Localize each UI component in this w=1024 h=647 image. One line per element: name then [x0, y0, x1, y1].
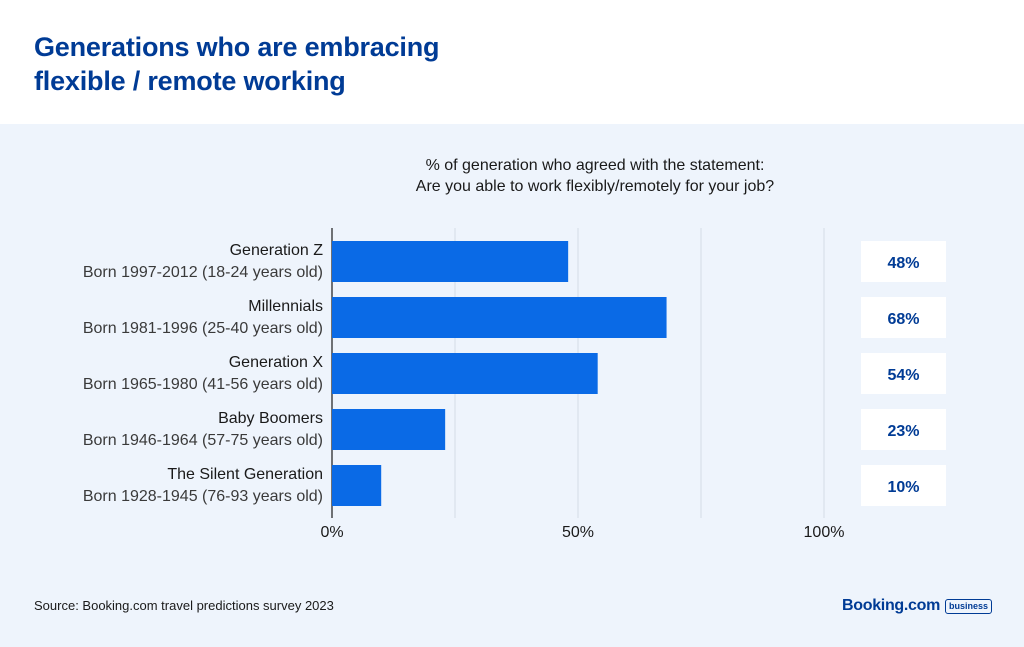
bar-1	[332, 297, 667, 338]
source-note: Source: Booking.com travel predictions s…	[34, 598, 334, 613]
category-name-2: Generation X	[229, 354, 324, 371]
value-box-2	[861, 353, 946, 394]
value-box-1	[861, 297, 946, 338]
value-box-4	[861, 465, 946, 506]
category-detail-3: Born 1946-1964 (57-75 years old)	[83, 432, 323, 449]
category-name-3: Baby Boomers	[218, 410, 323, 427]
title-line-1: Generations who are embracing	[34, 32, 440, 62]
bar-3	[332, 409, 446, 450]
value-label-1: 68%	[887, 311, 919, 328]
subtitle-line-1: % of generation who agreed with the stat…	[425, 157, 765, 174]
bar-0	[332, 241, 569, 282]
x-tick-label-100: 100%	[804, 524, 845, 541]
category-name-1: Millennials	[248, 298, 323, 315]
chart-subtitle: % of generation who agreed with the stat…	[300, 155, 890, 197]
category-detail-1: Born 1981-1996 (25-40 years old)	[83, 320, 323, 337]
value-box-3	[861, 409, 946, 450]
header: Generations who are embracing flexible /…	[0, 0, 1024, 124]
value-label-2: 54%	[887, 367, 919, 384]
brand-badge: business	[945, 598, 993, 614]
value-box-0	[861, 241, 946, 282]
booking-business-logo: Booking.com business	[842, 597, 993, 615]
value-label-0: 48%	[887, 255, 919, 272]
category-detail-2: Born 1965-1980 (41-56 years old)	[83, 376, 323, 393]
title-line-2: flexible / remote working	[34, 66, 346, 96]
chart-title: Generations who are embracing flexible /…	[34, 30, 554, 98]
x-tick-label-0: 0%	[320, 524, 343, 541]
value-label-4: 10%	[887, 479, 919, 496]
category-detail-4: Born 1928-1945 (76-93 years old)	[83, 488, 323, 505]
x-tick-label-50: 50%	[562, 524, 594, 541]
bar-2	[332, 353, 598, 394]
value-label-3: 23%	[887, 423, 919, 440]
category-detail-0: Born 1997-2012 (18-24 years old)	[83, 264, 323, 281]
category-name-4: The Silent Generation	[167, 466, 323, 483]
bar-4	[332, 465, 382, 506]
brand-name: Booking.com	[842, 597, 941, 614]
category-name-0: Generation Z	[230, 242, 324, 259]
subtitle-line-2: Are you able to work flexibly/remotely f…	[415, 178, 775, 195]
